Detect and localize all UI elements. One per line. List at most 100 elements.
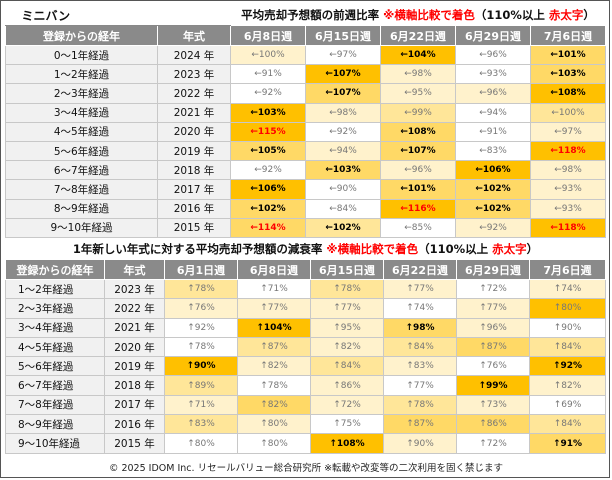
value-cell: ↑87% <box>237 336 311 358</box>
row-year-label: 2018 年 <box>104 375 165 396</box>
value-cell: ←108% <box>530 83 606 104</box>
row-age-label: 0～1年経過 <box>5 44 158 66</box>
title-rule-red: 赤太字 <box>548 8 584 22</box>
decay-ratio-table: 1年新しい年式に対する平均売却予想額の減衰率 ※横軸比較で着色（110%以上 赤… <box>5 239 606 454</box>
value-cell: ↑87% <box>456 336 530 358</box>
column-header: 登録からの経年 <box>5 25 158 46</box>
value-cell: ←107% <box>305 64 381 85</box>
row-year-label: 2017 年 <box>157 179 231 200</box>
column-header: 6月8日週 <box>237 259 311 280</box>
table-row: 1～2年経過 2023 年 ←91% ←107% ←98% ←93% ←103% <box>5 64 606 85</box>
table-row: 9～10年経過 2015 年 ←114% ←102% ←85% ←92% ←118% <box>5 217 606 238</box>
title-note: ※横軸比較で着色 <box>326 242 419 256</box>
value-cell: ↑77% <box>383 278 457 300</box>
table-name: ミニバン <box>5 5 231 26</box>
row-year-label: 2017 年 <box>104 394 165 416</box>
title-rule-open: （110%以上 <box>474 8 545 22</box>
value-cell: ←91% <box>230 64 306 85</box>
row-age-label: 7～8年経過 <box>5 394 105 416</box>
value-cell: ↑77% <box>310 298 384 319</box>
value-cell: ←101% <box>380 179 456 200</box>
title-rule-close: ） <box>583 8 595 22</box>
value-cell: ←93% <box>455 64 531 85</box>
value-cell: ↑82% <box>529 375 606 396</box>
row-year-label: 2016 年 <box>104 414 165 435</box>
value-cell: ←102% <box>305 217 381 238</box>
column-header: 年式 <box>157 25 231 46</box>
table-row: 7～8年経過 2017 年 ←106% ←90% ←101% ←102% ←93% <box>5 179 606 200</box>
column-header: 登録からの経年 <box>5 259 105 280</box>
value-cell: ←102% <box>455 179 531 200</box>
value-cell: ←94% <box>305 140 381 162</box>
table-title: 1年新しい年式に対する平均売却予想額の減衰率 ※横軸比較で着色（110%以上 赤… <box>6 239 606 260</box>
value-cell: ↑80% <box>529 298 606 319</box>
value-cell: ↑83% <box>383 356 457 377</box>
row-year-label: 2023 年 <box>104 278 165 300</box>
value-cell: ↑74% <box>529 278 606 300</box>
value-cell: ↑95% <box>310 317 384 338</box>
row-year-label: 2020 年 <box>104 336 165 358</box>
value-cell: ↑78% <box>164 278 238 300</box>
row-age-label: 9～10年経過 <box>5 217 158 238</box>
value-cell: ←115% <box>230 121 306 142</box>
column-header: 6月1日週 <box>164 259 238 280</box>
value-cell: ↑86% <box>310 375 384 396</box>
table-row: 7～8年経過 2017 年 ↑71% ↑82% ↑72% ↑78% ↑73% ↑69% <box>5 394 606 416</box>
table-row: 4～5年経過 2020 年 ←115% ←92% ←108% ←91% ←97% <box>5 121 606 142</box>
value-cell: ←93% <box>530 179 606 200</box>
value-cell: ←92% <box>230 83 306 104</box>
value-cell: ↑86% <box>456 414 530 435</box>
value-cell: ←96% <box>455 83 531 104</box>
value-cell: ↑90% <box>383 433 457 454</box>
column-header: 6月29日週 <box>456 259 530 280</box>
value-cell: ←107% <box>305 83 381 104</box>
value-cell: ↑78% <box>237 375 311 396</box>
row-age-label: 5～6年経過 <box>5 356 105 377</box>
column-header: 6月22日週 <box>383 259 457 280</box>
value-cell: ↑72% <box>310 394 384 416</box>
column-header: 6月29日週 <box>455 25 531 46</box>
value-cell: ↑80% <box>164 433 238 454</box>
title-note: ※横軸比較で着色 <box>383 8 475 22</box>
table-row: 6～7年経過 2018 年 ↑89% ↑78% ↑86% ↑77% ↑99% ↑82% <box>5 375 606 396</box>
table-row: 4～5年経過 2020 年 ↑78% ↑87% ↑82% ↑84% ↑87% ↑84% <box>5 336 606 358</box>
value-cell: ←90% <box>305 179 381 200</box>
row-year-label: 2024 年 <box>157 44 231 66</box>
value-cell: ↑84% <box>310 356 384 377</box>
row-year-label: 2015 年 <box>157 217 231 238</box>
row-age-label: 8～9年経過 <box>5 414 105 435</box>
table-row: 0～1年経過 2024 年 ←100% ←97% ←104% ←96% ←101% <box>5 44 606 66</box>
value-cell: ↑83% <box>164 414 238 435</box>
value-cell: ↑90% <box>529 317 606 338</box>
value-cell: ↑99% <box>456 375 530 396</box>
column-header: 6月8日週 <box>230 25 306 46</box>
value-cell: ←83% <box>455 140 531 162</box>
value-cell: ↑84% <box>383 336 457 358</box>
row-year-label: 2019 年 <box>157 140 231 162</box>
table-row: 2～3年経過 2022 年 ←92% ←107% ←95% ←96% ←108% <box>5 83 606 104</box>
value-cell: ←108% <box>380 121 456 142</box>
value-cell: ↑108% <box>310 433 384 454</box>
value-cell: ←104% <box>380 44 456 66</box>
title-rule-open: （110%以上 <box>418 242 489 256</box>
value-cell: ←103% <box>230 102 306 123</box>
value-cell: ↑73% <box>456 394 530 416</box>
value-cell: ↑84% <box>529 414 606 435</box>
value-cell: ←93% <box>530 198 606 219</box>
row-year-label: 2021 年 <box>104 317 165 338</box>
value-cell: ↑72% <box>456 278 530 300</box>
value-cell: ←116% <box>380 198 456 219</box>
value-cell: ←100% <box>230 44 306 66</box>
column-header: 7月6日週 <box>530 25 606 46</box>
value-cell: ↑78% <box>164 336 238 358</box>
value-cell: ↑71% <box>237 278 311 300</box>
table-row: 9～10年経過 2015 年 ↑80% ↑80% ↑108% ↑90% ↑72% ↑91% <box>5 433 606 454</box>
value-cell: ↑78% <box>310 278 384 300</box>
row-age-label: 3～4年経過 <box>5 317 105 338</box>
value-cell: ←97% <box>530 121 606 142</box>
value-cell: ←114% <box>230 217 306 238</box>
row-age-label: 2～3年経過 <box>5 298 105 319</box>
value-cell: ←96% <box>455 44 531 66</box>
value-cell: ↑76% <box>164 298 238 319</box>
title-main: 平均売却予想額の前週比率 <box>241 8 380 22</box>
